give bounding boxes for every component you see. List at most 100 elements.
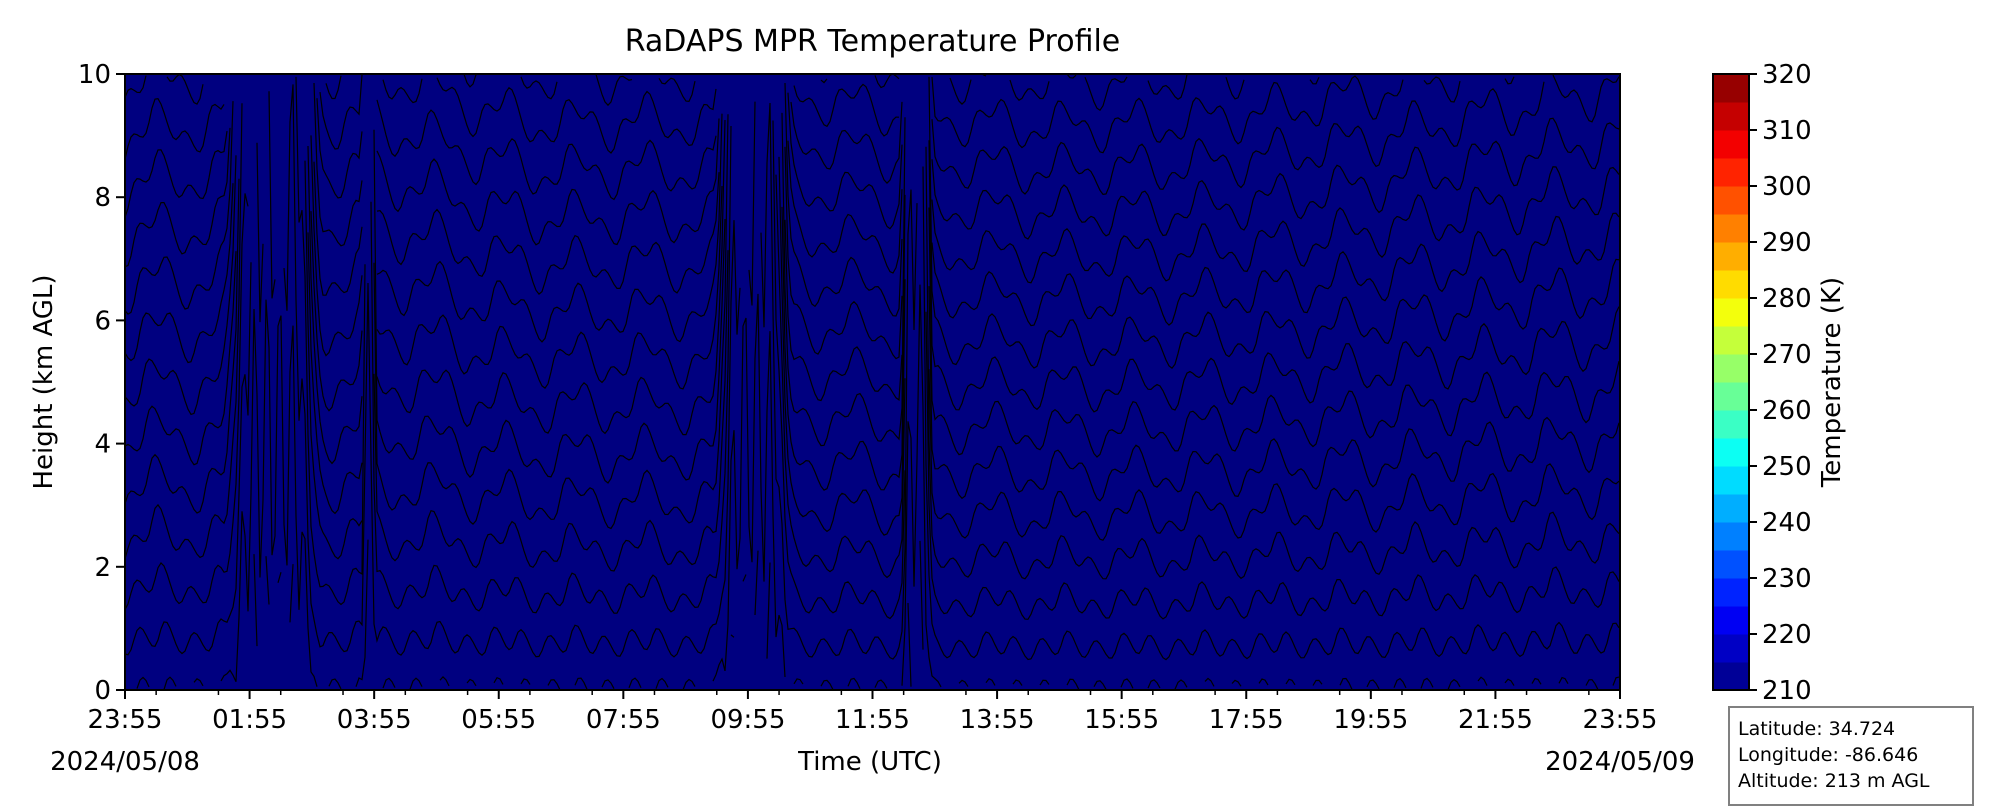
heatmap-cell [454, 228, 460, 239]
heatmap-cell [165, 454, 171, 465]
heatmap-cell [434, 536, 440, 547]
heatmap-cell [424, 105, 430, 116]
heatmap-cell [215, 485, 221, 496]
heatmap-cell [449, 228, 455, 239]
heatmap-cell [524, 526, 530, 537]
heatmap-cell [384, 238, 390, 249]
heatmap-cell [145, 669, 151, 680]
heatmap-cell [130, 680, 136, 691]
heatmap-cell [185, 680, 191, 691]
heatmap-cell [130, 95, 136, 106]
heatmap-cell [424, 197, 430, 208]
heatmap-cell [444, 105, 450, 116]
heatmap-cell [329, 444, 335, 455]
heatmap-cell [394, 515, 400, 526]
heatmap-cell [245, 639, 251, 650]
heatmap-cell [434, 608, 440, 619]
heatmap-cell [469, 290, 475, 301]
heatmap-cell [245, 74, 251, 85]
heatmap-cell [220, 546, 226, 557]
heatmap-cell [309, 197, 315, 208]
heatmap-cell [160, 115, 166, 126]
heatmap-cell [364, 238, 370, 249]
heatmap-cell [394, 74, 400, 85]
heatmap-cell [419, 259, 425, 270]
heatmap-cell [210, 197, 216, 208]
heatmap-cell [514, 320, 520, 331]
heatmap-cell [344, 351, 350, 362]
heatmap-cell [369, 187, 375, 198]
heatmap-cell [275, 197, 281, 208]
heatmap-cell [130, 320, 136, 331]
heatmap-cell [474, 95, 480, 106]
heatmap-cell [265, 474, 271, 485]
heatmap-cell [454, 125, 460, 136]
heatmap-cell [479, 515, 485, 526]
heatmap-cell [299, 680, 305, 691]
heatmap-cell [399, 136, 405, 147]
heatmap-cell [469, 249, 475, 260]
heatmap-cell [389, 115, 395, 126]
heatmap-cell [494, 403, 500, 414]
heatmap-cell [160, 290, 166, 301]
heatmap-cell [439, 269, 445, 280]
heatmap-cell [519, 680, 525, 691]
heatmap-cell [275, 218, 281, 229]
heatmap-cell [260, 639, 266, 650]
heatmap-cell [399, 279, 405, 290]
heatmap-cell [220, 423, 226, 434]
heatmap-cell [180, 238, 186, 249]
heatmap-cell [270, 361, 276, 372]
heatmap-cell [160, 639, 166, 650]
heatmap-cell [504, 444, 510, 455]
heatmap-cell [364, 156, 370, 167]
heatmap-cell [145, 444, 151, 455]
heatmap-cell [190, 474, 196, 485]
heatmap-cell [529, 115, 535, 126]
heatmap-cell [474, 628, 480, 639]
heatmap-cell [494, 95, 500, 106]
heatmap-cell [414, 505, 420, 516]
heatmap-cell [329, 300, 335, 311]
heatmap-cell [165, 331, 171, 342]
heatmap-cell [250, 187, 256, 198]
heatmap-cell [175, 146, 181, 157]
heatmap-cell [349, 495, 355, 506]
heatmap-cell [484, 300, 490, 311]
heatmap-cell [459, 608, 465, 619]
heatmap-cell [334, 515, 340, 526]
heatmap-cell [245, 669, 251, 680]
heatmap-cell [409, 372, 415, 383]
heatmap-cell [180, 177, 186, 188]
heatmap-cell [230, 146, 236, 157]
heatmap-cell [519, 577, 525, 588]
heatmap-cell [329, 423, 335, 434]
heatmap-cell [160, 207, 166, 218]
heatmap-cell [534, 526, 540, 537]
heatmap-cell [479, 197, 485, 208]
heatmap-cell [349, 526, 355, 537]
heatmap-cell [265, 485, 271, 496]
heatmap-cell [329, 598, 335, 609]
heatmap-cell [379, 587, 385, 598]
heatmap-cell [140, 557, 146, 568]
heatmap-cell [399, 177, 405, 188]
heatmap-cell [414, 290, 420, 301]
heatmap-cell [160, 423, 166, 434]
heatmap-cell [170, 115, 176, 126]
heatmap-cell [489, 218, 495, 229]
heatmap-cell [409, 115, 415, 126]
heatmap-cell [284, 485, 290, 496]
heatmap-cell [464, 95, 470, 106]
heatmap-cell [130, 197, 136, 208]
heatmap-cell [354, 382, 360, 393]
heatmap-cell [409, 567, 415, 578]
heatmap-cell [419, 608, 425, 619]
heatmap-cell [210, 382, 216, 393]
heatmap-cell [250, 197, 256, 208]
heatmap-cell [404, 95, 410, 106]
heatmap-cell [205, 156, 211, 167]
heatmap-cell [419, 269, 425, 280]
heatmap-cell [484, 423, 490, 434]
heatmap-cell [469, 105, 475, 116]
